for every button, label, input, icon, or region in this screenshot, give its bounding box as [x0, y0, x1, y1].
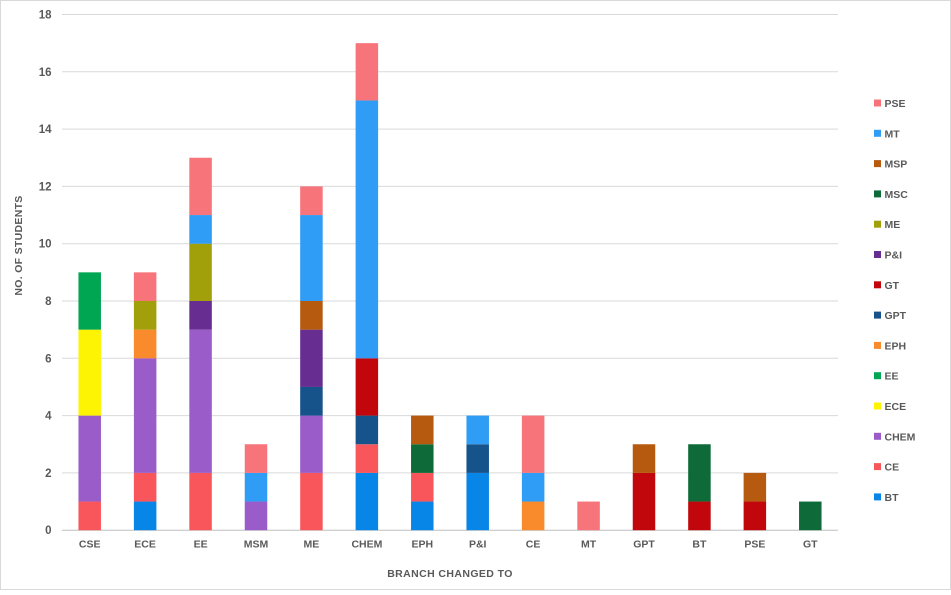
svg-text:4: 4	[45, 411, 52, 423]
svg-text:PSE: PSE	[885, 98, 906, 110]
svg-text:EE: EE	[885, 371, 899, 383]
svg-text:GPT: GPT	[885, 310, 907, 322]
svg-text:CHEM: CHEM	[351, 539, 382, 551]
svg-text:EPH: EPH	[885, 340, 907, 352]
svg-text:P&I: P&I	[469, 539, 487, 551]
svg-text:MSC: MSC	[885, 189, 909, 201]
svg-text:MSM: MSM	[244, 539, 269, 551]
svg-text:MT: MT	[581, 539, 597, 551]
svg-text:CE: CE	[885, 462, 900, 474]
svg-text:18: 18	[39, 10, 52, 22]
svg-text:NO. OF STUDENTS: NO. OF STUDENTS	[13, 195, 25, 295]
svg-text:MT: MT	[885, 128, 901, 140]
svg-text:ME: ME	[885, 219, 901, 231]
svg-text:ECE: ECE	[885, 401, 907, 413]
svg-text:ECE: ECE	[134, 539, 156, 551]
svg-text:BRANCH CHANGED TO: BRANCH CHANGED TO	[387, 568, 513, 580]
svg-text:10: 10	[39, 239, 52, 251]
svg-text:CHEM: CHEM	[885, 431, 916, 443]
svg-text:GT: GT	[803, 539, 818, 551]
svg-text:BT: BT	[885, 492, 900, 504]
svg-text:CSE: CSE	[79, 539, 101, 551]
svg-text:14: 14	[39, 124, 52, 136]
svg-text:2: 2	[45, 468, 51, 480]
svg-text:PSE: PSE	[744, 539, 765, 551]
svg-text:ME: ME	[304, 539, 320, 551]
svg-text:16: 16	[39, 67, 52, 79]
svg-text:EPH: EPH	[412, 539, 434, 551]
svg-text:BT: BT	[692, 539, 707, 551]
svg-text:0: 0	[45, 525, 51, 537]
svg-text:8: 8	[45, 296, 52, 308]
svg-text:P&I: P&I	[885, 250, 903, 262]
svg-text:EE: EE	[194, 539, 208, 551]
svg-text:GPT: GPT	[633, 539, 655, 551]
svg-text:CE: CE	[526, 539, 541, 551]
svg-text:MSP: MSP	[885, 159, 908, 171]
svg-text:6: 6	[45, 353, 51, 365]
svg-text:GT: GT	[885, 280, 900, 292]
svg-text:12: 12	[39, 181, 52, 193]
